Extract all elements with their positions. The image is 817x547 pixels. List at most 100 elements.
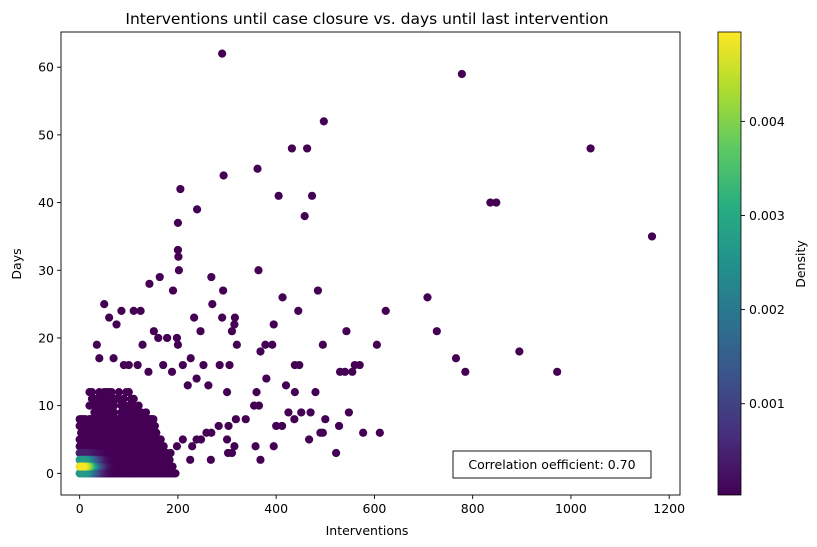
data-point bbox=[348, 367, 357, 376]
data-point bbox=[492, 198, 501, 207]
y-tick-label: 10 bbox=[38, 398, 54, 413]
x-tick-label: 1000 bbox=[555, 501, 587, 516]
data-point bbox=[136, 306, 145, 315]
data-point bbox=[138, 340, 147, 349]
x-tick-label: 600 bbox=[363, 501, 387, 516]
data-point bbox=[168, 286, 178, 295]
data-point bbox=[451, 354, 461, 363]
data-point bbox=[287, 144, 296, 153]
data-point bbox=[249, 401, 259, 410]
y-tick-label: 30 bbox=[38, 263, 54, 278]
data-point bbox=[381, 306, 390, 315]
data-point bbox=[313, 286, 323, 295]
density-point bbox=[78, 428, 87, 437]
data-point bbox=[149, 327, 158, 336]
data-point bbox=[261, 340, 270, 349]
data-point bbox=[272, 421, 281, 431]
data-point bbox=[230, 313, 240, 322]
data-point bbox=[225, 360, 234, 370]
data-point bbox=[163, 333, 172, 343]
data-point bbox=[154, 333, 163, 343]
data-point bbox=[251, 442, 260, 451]
density-point bbox=[87, 388, 97, 397]
data-point bbox=[252, 388, 261, 397]
data-point bbox=[183, 381, 192, 390]
x-tick-label: 400 bbox=[264, 501, 288, 516]
density-point bbox=[78, 435, 87, 444]
data-point bbox=[515, 347, 524, 356]
x-tick-label: 0 bbox=[76, 501, 84, 516]
density-point bbox=[141, 408, 151, 417]
data-point bbox=[202, 428, 211, 437]
data-point bbox=[647, 232, 657, 241]
data-point bbox=[332, 448, 341, 458]
colorbar-label: Density bbox=[793, 240, 808, 288]
data-point bbox=[167, 367, 177, 376]
density-point bbox=[119, 394, 128, 403]
data-point bbox=[219, 171, 228, 180]
data-point bbox=[297, 408, 306, 417]
density-point bbox=[105, 421, 114, 431]
x-tick-label: 800 bbox=[461, 501, 485, 516]
data-point bbox=[342, 327, 351, 336]
density-point bbox=[134, 401, 143, 410]
data-point bbox=[219, 286, 228, 295]
data-point bbox=[262, 374, 271, 383]
y-tick-label: 60 bbox=[38, 60, 54, 75]
data-point bbox=[321, 415, 330, 424]
y-axis: 0 10 20 30 40 50 60 bbox=[38, 60, 61, 481]
data-point bbox=[269, 442, 278, 451]
data-point bbox=[230, 442, 239, 451]
data-point bbox=[176, 184, 185, 194]
data-point bbox=[319, 117, 328, 126]
density-point bbox=[100, 415, 109, 424]
data-point bbox=[290, 388, 299, 397]
data-point bbox=[355, 360, 364, 370]
data-point bbox=[457, 69, 466, 79]
annotation-text: Correlation oefficient: 0.70 bbox=[468, 457, 635, 472]
data-point bbox=[274, 191, 283, 200]
data-point bbox=[553, 367, 562, 376]
annotation-box bbox=[452, 450, 652, 479]
data-point bbox=[145, 279, 154, 288]
data-point bbox=[311, 388, 320, 397]
data-point bbox=[256, 455, 265, 464]
density-point bbox=[107, 388, 116, 397]
data-point bbox=[486, 198, 495, 207]
data-point bbox=[100, 300, 109, 309]
density-point bbox=[114, 388, 124, 397]
data-point bbox=[117, 306, 126, 315]
y-tick-label: 40 bbox=[38, 195, 54, 210]
data-point bbox=[232, 340, 241, 349]
density-point bbox=[78, 469, 87, 478]
data-point bbox=[256, 347, 265, 356]
data-point bbox=[190, 313, 199, 322]
data-point bbox=[207, 272, 216, 282]
data-point bbox=[290, 415, 299, 424]
data-point bbox=[155, 272, 164, 282]
density-point bbox=[109, 408, 119, 417]
colorbar-tick-label: 0.004 bbox=[749, 114, 785, 129]
data-point bbox=[204, 381, 213, 390]
data-point bbox=[304, 435, 314, 444]
data-point bbox=[227, 327, 237, 336]
data-point bbox=[173, 218, 183, 227]
data-point bbox=[303, 144, 312, 153]
data-point bbox=[231, 415, 240, 424]
data-point bbox=[294, 306, 303, 315]
data-point bbox=[318, 428, 327, 437]
plot-frame bbox=[60, 31, 681, 496]
data-point bbox=[192, 374, 201, 383]
data-point bbox=[174, 266, 183, 275]
data-point bbox=[112, 320, 121, 329]
data-point bbox=[196, 327, 205, 336]
data-point bbox=[359, 428, 368, 437]
colorbar-tick-label: 0.003 bbox=[749, 208, 785, 223]
x-axis-label: Interventions bbox=[326, 523, 409, 538]
data-point bbox=[186, 354, 195, 363]
y-tick-label: 50 bbox=[38, 127, 54, 142]
data-point bbox=[375, 428, 384, 437]
colorbar: 0.001 0.002 0.003 0.004 Density bbox=[717, 31, 808, 496]
x-tick-label: 1200 bbox=[653, 501, 685, 516]
colorbar-ticks: 0.001 0.002 0.003 0.004 bbox=[741, 114, 785, 411]
